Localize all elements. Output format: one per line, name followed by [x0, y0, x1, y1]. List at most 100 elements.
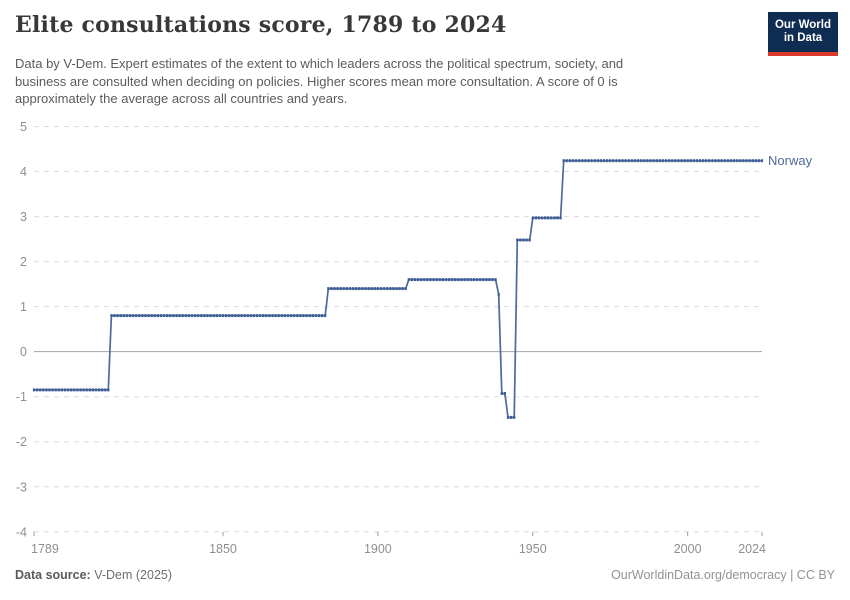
series-point: [215, 314, 218, 318]
series-point: [246, 314, 249, 318]
series-point: [689, 159, 692, 163]
series-point: [469, 278, 472, 282]
series-point: [94, 388, 98, 392]
series-point: [488, 278, 491, 282]
series-point: [460, 278, 463, 282]
series-point: [144, 314, 147, 318]
series-point: [339, 287, 342, 291]
series-point: [503, 392, 506, 395]
series-point: [361, 287, 364, 291]
series-point: [45, 388, 48, 392]
series-point: [633, 159, 637, 163]
series-point: [516, 238, 519, 242]
series-point: [618, 159, 621, 163]
series-point: [119, 314, 122, 318]
x-axis: 1789 1850 1900 1950 2000 2024: [31, 531, 766, 556]
series-point: [677, 159, 680, 163]
series-point: [401, 287, 404, 291]
series-point: [166, 314, 169, 318]
series-point: [265, 314, 268, 318]
owid-logo[interactable]: Our World in Data: [768, 12, 838, 56]
series-point: [243, 314, 246, 318]
series-point: [534, 216, 537, 220]
subtitle-line: approximately the average across all cou…: [15, 91, 348, 106]
series-point: [336, 287, 339, 291]
series-point: [472, 278, 475, 282]
series-point: [305, 314, 308, 318]
series-point: [370, 287, 373, 291]
series-point: [389, 287, 392, 291]
series-point: [658, 159, 661, 163]
series-point: [655, 159, 658, 163]
series-point: [274, 314, 277, 318]
series-point: [705, 159, 708, 163]
data-source-value: V-Dem (2025): [94, 568, 173, 582]
series-point: [674, 159, 677, 163]
series-point: [531, 216, 534, 220]
series-point: [299, 314, 302, 318]
x-axis-label: 2000: [674, 542, 702, 556]
series-point: [726, 159, 729, 163]
series-point: [612, 159, 615, 163]
series-point: [754, 159, 757, 163]
series-point: [587, 159, 590, 163]
series-point: [479, 278, 482, 282]
series-point: [627, 159, 630, 163]
series-line[interactable]: [34, 159, 762, 419]
series-point: [311, 314, 314, 318]
y-axis-label: 2: [20, 255, 27, 269]
x-axis-label: 1850: [209, 542, 237, 556]
series-point: [661, 159, 664, 163]
owid-url-license-link[interactable]: OurWorldinData.org/democracy | CC BY: [611, 568, 835, 582]
series-point: [562, 159, 565, 163]
series-point: [42, 388, 45, 392]
y-axis-label: 4: [20, 165, 27, 179]
data-source-note: Data source: V-Dem (2025): [15, 568, 172, 582]
series-point: [101, 388, 104, 392]
series-point: [544, 216, 547, 220]
series-entity-label[interactable]: Norway: [768, 153, 813, 168]
series-point: [358, 287, 361, 291]
series-point: [683, 159, 686, 163]
series-point: [54, 388, 57, 392]
series-point: [571, 159, 575, 163]
series-point: [609, 159, 612, 163]
series-point: [500, 392, 503, 395]
series-point: [128, 314, 132, 318]
series-point: [36, 388, 39, 392]
series-point: [733, 159, 736, 163]
series-point: [169, 314, 172, 318]
series-point: [172, 314, 175, 318]
series-point: [104, 388, 107, 392]
series-point: [364, 287, 367, 291]
series-point: [184, 314, 187, 318]
series-point: [491, 278, 494, 282]
data-source-label: Data source:: [15, 568, 91, 582]
series-point: [225, 314, 228, 318]
series-point: [435, 278, 438, 282]
series-point: [175, 314, 178, 318]
series-norway[interactable]: Norway: [32, 153, 813, 419]
series-point: [293, 314, 296, 318]
series-point: [255, 314, 259, 318]
series-point: [290, 314, 293, 318]
series-point: [441, 278, 444, 282]
series-point: [463, 278, 466, 282]
series-point: [203, 314, 206, 318]
series-point: [568, 159, 571, 163]
series-point: [599, 159, 602, 163]
series-point: [91, 388, 94, 392]
series-point: [153, 314, 156, 318]
series-point: [590, 159, 593, 163]
series-point: [457, 278, 460, 282]
series-point: [181, 314, 184, 318]
series-point: [70, 388, 73, 392]
series-point: [559, 216, 562, 220]
series-point: [237, 314, 240, 318]
series-point: [150, 314, 153, 318]
series-point: [268, 314, 271, 318]
series-point: [280, 314, 283, 318]
series-point: [723, 159, 726, 163]
series-point: [751, 159, 754, 163]
series-point: [200, 314, 203, 318]
